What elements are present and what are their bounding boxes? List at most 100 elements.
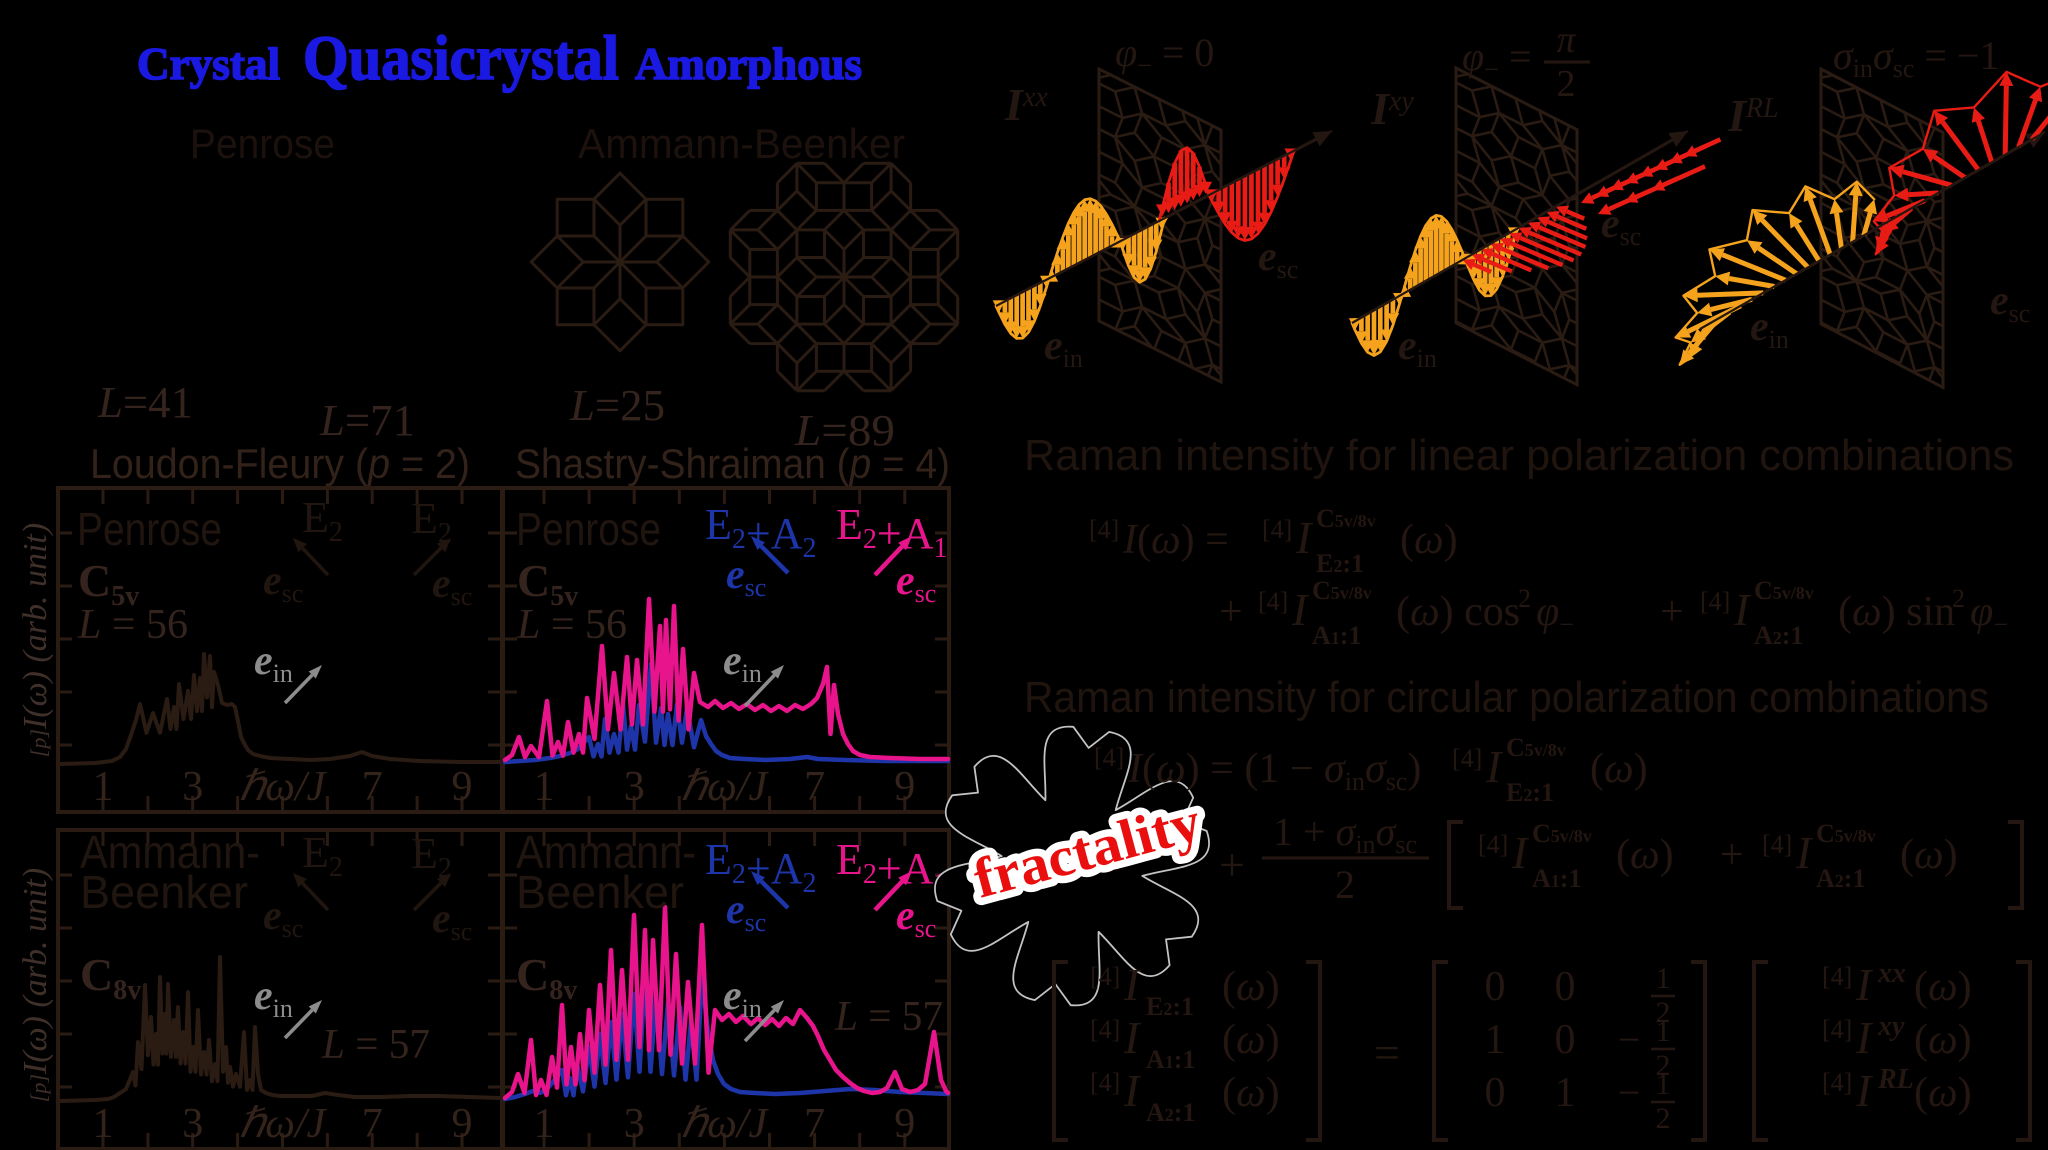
svg-text:2: 2 xyxy=(1656,1102,1671,1135)
svg-text:[4]: [4] xyxy=(1262,515,1292,544)
svg-text:φ−: φ− xyxy=(1536,589,1574,639)
svg-text:[4]: [4] xyxy=(1089,515,1119,544)
svg-text:[4]: [4] xyxy=(1822,962,1852,991)
svg-text:2: 2 xyxy=(1656,1049,1671,1082)
svg-text:1: 1 xyxy=(1656,1068,1671,1101)
svg-text:3: 3 xyxy=(624,1101,645,1147)
svg-text:[4]: [4] xyxy=(1822,1068,1852,1097)
svg-text:7: 7 xyxy=(804,1101,825,1147)
svg-text:Beenker: Beenker xyxy=(80,866,248,918)
svg-text:(ω) cos: (ω) cos xyxy=(1396,589,1520,635)
svg-text:(ω): (ω) xyxy=(1590,746,1648,792)
svg-text:Ammann-Beenker: Ammann-Beenker xyxy=(578,120,905,167)
svg-text:L = 56: L = 56 xyxy=(516,602,627,648)
svg-text:I(ω) = (1 − σinσsc): I(ω) = (1 − σinσsc) xyxy=(1127,746,1421,796)
svg-text:I: I xyxy=(1733,584,1752,635)
svg-text:I(ω) =: I(ω) = xyxy=(1122,517,1239,563)
svg-text:ℏω/J: ℏω/J xyxy=(680,1101,769,1147)
svg-text:Crystal: Crystal xyxy=(137,38,280,89)
svg-text:3: 3 xyxy=(182,1101,203,1147)
svg-text:esc: esc xyxy=(726,887,766,937)
svg-text:Ixx: Ixx xyxy=(1004,79,1048,130)
svg-text:2: 2 xyxy=(1557,63,1576,105)
svg-text:I: I xyxy=(1123,1012,1142,1063)
svg-text:Penrose: Penrose xyxy=(77,503,222,555)
svg-text:0: 0 xyxy=(1555,1017,1576,1063)
svg-text:L = 57: L = 57 xyxy=(321,1022,430,1068)
svg-text:−: − xyxy=(1618,1070,1641,1115)
svg-text:7: 7 xyxy=(362,1101,383,1147)
svg-text:2: 2 xyxy=(1952,584,1965,613)
svg-text:ℏω/J: ℏω/J xyxy=(239,764,328,810)
svg-text:3: 3 xyxy=(624,764,645,810)
svg-text:0: 0 xyxy=(1555,964,1576,1010)
svg-text:I: I xyxy=(1295,512,1314,563)
svg-text:esc: esc xyxy=(726,552,766,602)
svg-text:ein: ein xyxy=(723,638,762,688)
svg-text:C5v/8v: C5v/8v xyxy=(1754,576,1814,605)
svg-text:σinσsc = −1: σinσsc = −1 xyxy=(1833,33,2000,83)
svg-text:1: 1 xyxy=(1656,1015,1671,1048)
svg-text:[4]: [4] xyxy=(1762,830,1792,859)
svg-text:Ammann-: Ammann- xyxy=(80,826,260,878)
svg-text:Penrose: Penrose xyxy=(190,120,335,167)
svg-text:(ω): (ω) xyxy=(1400,517,1458,563)
svg-text:[4]: [4] xyxy=(1700,587,1730,616)
svg-text:(ω): (ω) xyxy=(1222,1070,1280,1116)
svg-text:Ixy: Ixy xyxy=(1370,83,1414,134)
svg-text:Shastry-Shraiman (p = 4): Shastry-Shraiman (p = 4) xyxy=(515,440,950,487)
svg-text:ein: ein xyxy=(254,973,293,1023)
svg-text:7: 7 xyxy=(804,764,825,810)
svg-text:[p]I(ω) (arb. unit): [p]I(ω) (arb. unit) xyxy=(17,523,54,757)
svg-text:Penrose: Penrose xyxy=(516,503,661,555)
svg-text:[4]: [4] xyxy=(1090,1068,1120,1097)
svg-text:I: I xyxy=(1123,959,1142,1010)
svg-text:1: 1 xyxy=(93,764,114,810)
svg-text:−: − xyxy=(1618,1017,1641,1062)
svg-text:L=89: L=89 xyxy=(794,406,895,455)
svg-text:ℏω/J: ℏω/J xyxy=(239,1101,328,1147)
svg-text:xx: xx xyxy=(1877,958,1906,989)
svg-text:[4]: [4] xyxy=(1478,830,1508,859)
svg-text:IRL: IRL xyxy=(1727,90,1779,141)
svg-text:xy: xy xyxy=(1877,1011,1905,1042)
svg-text:I: I xyxy=(1855,1065,1874,1116)
svg-text:0: 0 xyxy=(1485,1070,1506,1116)
svg-text:3: 3 xyxy=(182,764,203,810)
svg-text:φ− = 0: φ− = 0 xyxy=(1115,30,1214,80)
svg-text:[p]I(ω) (arb. unit): [p]I(ω) (arb. unit) xyxy=(17,868,54,1102)
svg-text:φ−: φ− xyxy=(1970,589,2008,639)
svg-text:I: I xyxy=(1855,1012,1874,1063)
svg-text:9: 9 xyxy=(894,764,915,810)
svg-text:ℏω/J: ℏω/J xyxy=(680,764,769,810)
svg-text:+: + xyxy=(1660,589,1684,635)
svg-text:ein: ein xyxy=(254,638,293,688)
svg-text:φ− =: φ− = xyxy=(1462,34,1541,84)
svg-text:esc: esc xyxy=(896,558,936,608)
svg-text:esc: esc xyxy=(1258,234,1298,284)
svg-text:(ω): (ω) xyxy=(1222,1017,1280,1063)
svg-text:+: + xyxy=(1219,589,1243,635)
svg-text:(ω): (ω) xyxy=(1900,832,1958,878)
svg-text:L=71: L=71 xyxy=(319,396,415,445)
svg-text:[4]: [4] xyxy=(1258,587,1288,616)
svg-text:+: + xyxy=(1219,839,1245,890)
svg-text:ein: ein xyxy=(1398,323,1437,373)
svg-text:esc: esc xyxy=(263,558,303,608)
svg-text:1 + σinσsc: 1 + σinσsc xyxy=(1273,809,1417,859)
svg-text:Beenker: Beenker xyxy=(516,866,684,918)
svg-text:(ω): (ω) xyxy=(1914,1070,1972,1116)
svg-text:π: π xyxy=(1556,19,1576,61)
svg-text:RL: RL xyxy=(1877,1064,1914,1095)
svg-text:ein: ein xyxy=(1750,304,1789,354)
svg-text:I: I xyxy=(1855,959,1874,1010)
svg-text:C8v: C8v xyxy=(516,949,577,1006)
svg-text:1: 1 xyxy=(534,764,555,810)
svg-text:esc: esc xyxy=(263,893,303,943)
svg-text:[4]: [4] xyxy=(1090,962,1120,991)
svg-text:L=25: L=25 xyxy=(569,381,665,430)
svg-text:Ammann-: Ammann- xyxy=(516,826,696,878)
svg-text:Amorphous: Amorphous xyxy=(635,38,862,89)
svg-text:esc: esc xyxy=(432,896,472,946)
svg-text:Quasicrystal: Quasicrystal xyxy=(303,22,619,93)
